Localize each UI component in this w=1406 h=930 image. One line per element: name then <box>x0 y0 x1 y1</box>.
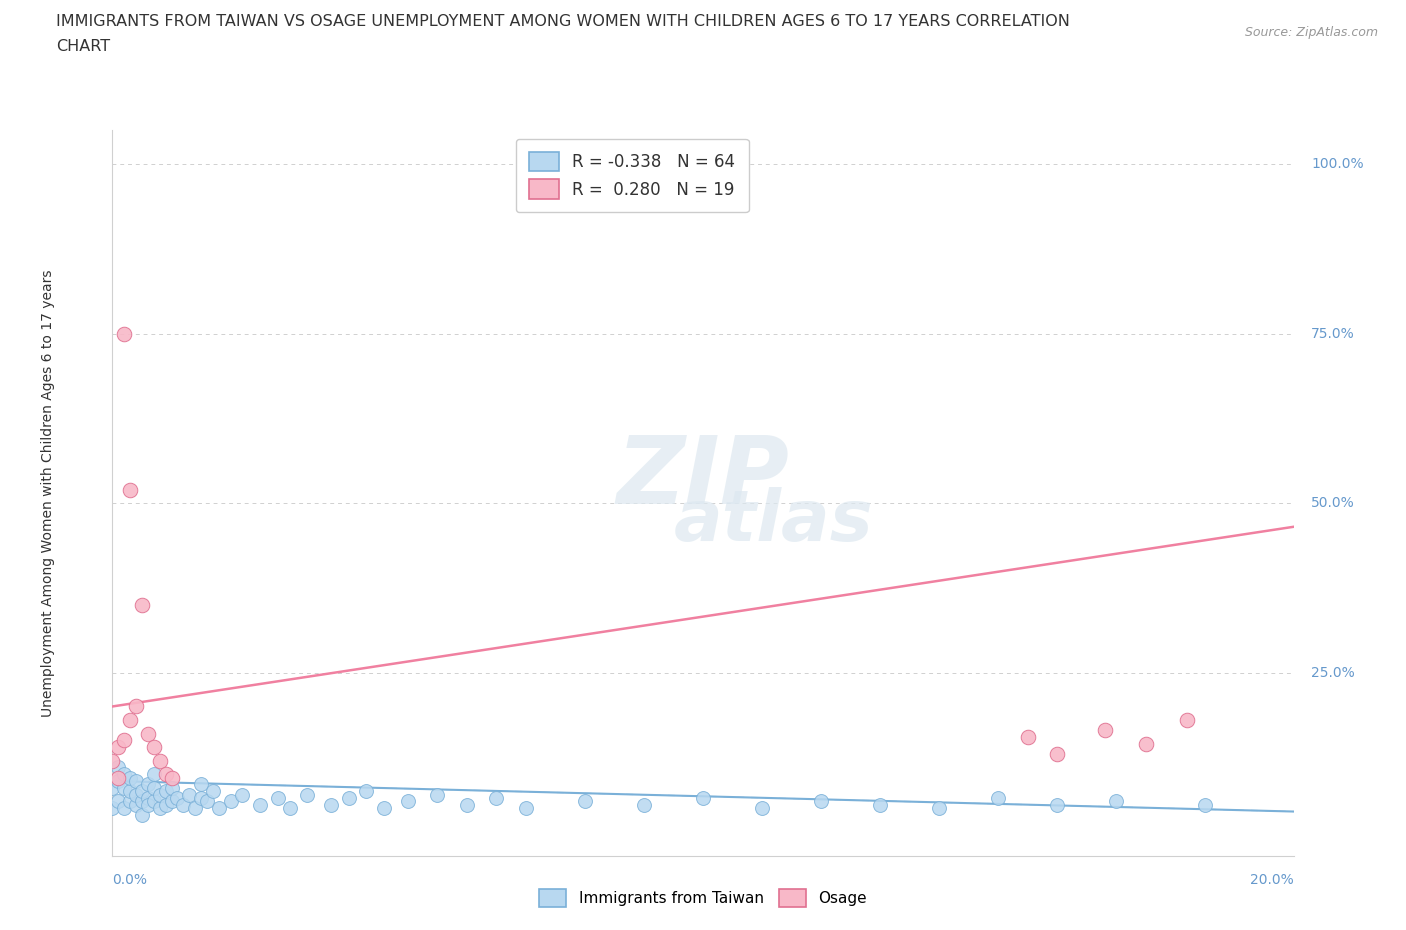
Point <box>131 807 153 822</box>
Point <box>155 784 177 799</box>
Point <box>155 767 177 782</box>
Text: 0.0%: 0.0% <box>112 872 148 886</box>
Point <box>107 760 129 775</box>
Point <box>101 801 124 816</box>
Point <box>120 770 142 785</box>
Text: ZIP: ZIP <box>617 432 789 525</box>
Point <box>751 801 773 816</box>
Point <box>297 787 319 802</box>
Point <box>107 774 129 789</box>
Point <box>107 770 129 785</box>
Point <box>219 794 242 809</box>
Text: 100.0%: 100.0% <box>1312 157 1364 171</box>
Point <box>142 794 165 809</box>
Point <box>1105 794 1128 809</box>
Point <box>136 777 159 791</box>
Point <box>136 797 159 812</box>
Point <box>142 739 165 754</box>
Point <box>1046 747 1069 762</box>
Point <box>160 770 183 785</box>
Point <box>125 699 148 714</box>
Point <box>125 797 148 812</box>
Point <box>195 794 218 809</box>
Text: 75.0%: 75.0% <box>1312 326 1355 340</box>
Point <box>131 597 153 612</box>
Text: IMMIGRANTS FROM TAIWAN VS OSAGE UNEMPLOYMENT AMONG WOMEN WITH CHILDREN AGES 6 TO: IMMIGRANTS FROM TAIWAN VS OSAGE UNEMPLOY… <box>56 14 1070 29</box>
Point <box>869 797 891 812</box>
Point <box>112 733 135 748</box>
Point <box>574 794 596 809</box>
Point <box>112 767 135 782</box>
Point <box>172 797 194 812</box>
Point <box>987 790 1010 805</box>
Point <box>125 774 148 789</box>
Point <box>101 753 124 768</box>
Point <box>125 787 148 802</box>
Point <box>184 801 207 816</box>
Point <box>112 780 135 795</box>
Point <box>337 790 360 805</box>
Point <box>149 787 172 802</box>
Point <box>179 787 201 802</box>
Text: atlas: atlas <box>673 487 873 556</box>
Point <box>1094 723 1116 737</box>
Point <box>810 794 832 809</box>
Legend: Immigrants from Taiwan, Osage: Immigrants from Taiwan, Osage <box>533 884 873 913</box>
Point <box>485 790 508 805</box>
Text: CHART: CHART <box>56 39 110 54</box>
Point <box>190 777 212 791</box>
Point <box>426 787 449 802</box>
Point <box>120 712 142 727</box>
Point <box>515 801 537 816</box>
Point <box>101 780 124 795</box>
Point <box>120 794 142 809</box>
Point <box>136 726 159 741</box>
Text: 20.0%: 20.0% <box>1250 872 1294 886</box>
Point <box>142 780 165 795</box>
Point <box>160 794 183 809</box>
Point <box>249 797 271 812</box>
Point <box>112 326 135 341</box>
Point <box>278 801 301 816</box>
Point <box>136 790 159 805</box>
Point <box>692 790 714 805</box>
Point <box>149 801 172 816</box>
Point <box>201 784 224 799</box>
Point <box>131 794 153 809</box>
Point <box>1017 729 1039 744</box>
Point <box>373 801 395 816</box>
Point <box>166 790 188 805</box>
Point <box>107 794 129 809</box>
Point <box>267 790 290 805</box>
Text: Unemployment Among Women with Children Ages 6 to 17 years: Unemployment Among Women with Children A… <box>41 269 55 717</box>
Point <box>160 780 183 795</box>
Text: 25.0%: 25.0% <box>1312 666 1355 680</box>
Point <box>190 790 212 805</box>
Point <box>1135 737 1157 751</box>
Point <box>149 753 172 768</box>
Point <box>356 784 378 799</box>
Point <box>396 794 419 809</box>
Text: Source: ZipAtlas.com: Source: ZipAtlas.com <box>1244 26 1378 39</box>
Point <box>1046 797 1069 812</box>
Point <box>142 767 165 782</box>
Point <box>112 801 135 816</box>
Point <box>456 797 478 812</box>
Text: 50.0%: 50.0% <box>1312 496 1355 510</box>
Point <box>120 784 142 799</box>
Point <box>107 739 129 754</box>
Point <box>120 482 142 497</box>
Point <box>1194 797 1216 812</box>
Point <box>208 801 231 816</box>
Point <box>1175 712 1198 727</box>
Point <box>319 797 342 812</box>
Point <box>633 797 655 812</box>
Point <box>231 787 253 802</box>
Point <box>131 784 153 799</box>
Point <box>155 797 177 812</box>
Point <box>928 801 950 816</box>
